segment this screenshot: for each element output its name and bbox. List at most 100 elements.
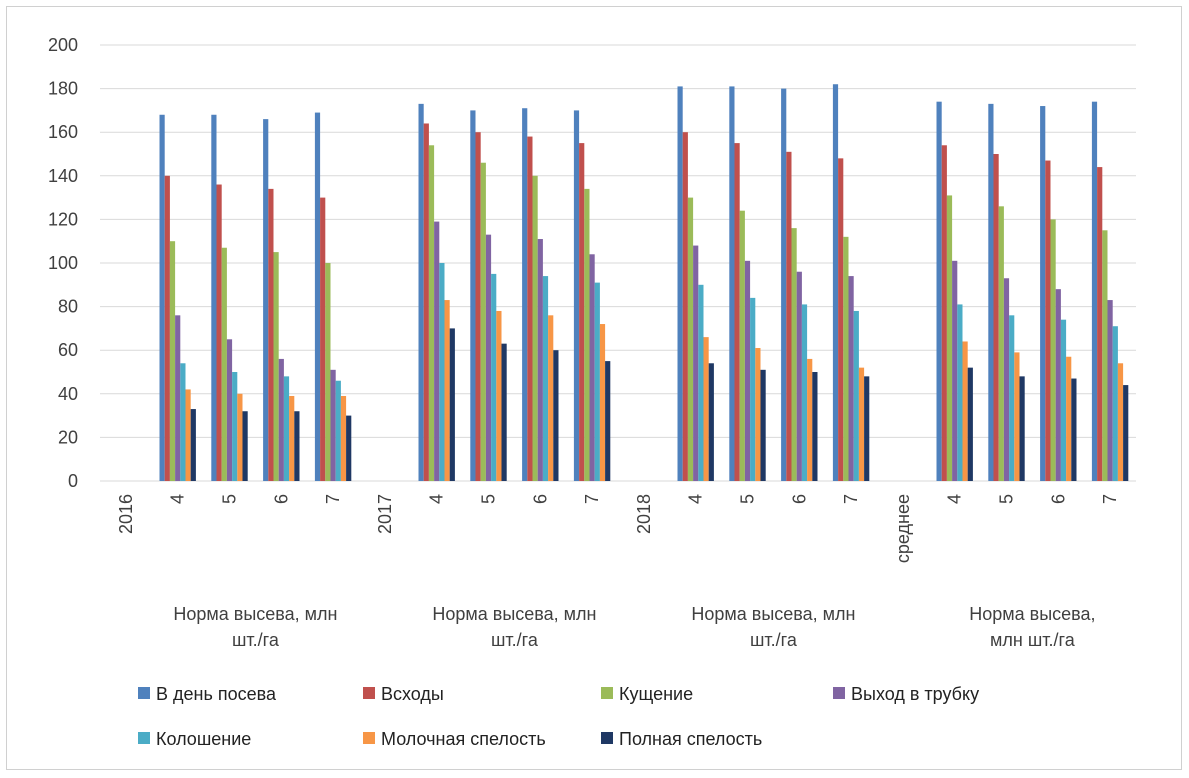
bar <box>677 86 683 482</box>
bar <box>781 88 787 481</box>
x-tick-label: 2018 <box>634 494 654 534</box>
legend-swatch <box>601 687 613 699</box>
bar <box>480 162 486 481</box>
bar <box>584 188 590 481</box>
bar <box>242 411 248 481</box>
bar <box>573 110 580 482</box>
bar <box>268 188 274 481</box>
bar <box>682 132 688 481</box>
bar <box>537 239 543 481</box>
group-label: шт./га <box>750 630 798 650</box>
x-axis: 2016 4 5 6 7 2017 4 5 6 7 2018 4 5 6 7 среднее 4 5 6 7 <box>116 494 1120 563</box>
bar <box>594 282 600 481</box>
bar <box>278 358 284 481</box>
legend-swatch <box>138 687 150 699</box>
bar <box>708 363 714 481</box>
bar <box>346 415 352 481</box>
gridlines <box>100 44 1136 482</box>
group-label: млн шт./га <box>990 630 1076 650</box>
bar <box>1071 378 1077 481</box>
bar <box>729 86 735 482</box>
y-tick-label: 0 <box>68 471 78 491</box>
bar <box>444 300 450 481</box>
bar <box>605 361 611 481</box>
bar <box>1107 300 1113 481</box>
group-label: Норма высева, млн <box>173 604 337 624</box>
bar <box>418 103 424 482</box>
bar <box>335 380 341 481</box>
bar <box>283 376 290 481</box>
bar <box>289 395 295 481</box>
bar <box>807 358 813 481</box>
legend-swatch <box>138 732 150 744</box>
bar <box>553 350 559 481</box>
bar <box>952 260 958 481</box>
bar <box>941 145 947 481</box>
bar <box>801 304 808 481</box>
x-tick-label: 7 <box>582 494 602 504</box>
bar <box>750 297 756 481</box>
legend-swatch <box>363 732 375 744</box>
bar <box>330 369 336 481</box>
x-tick-label: 6 <box>789 494 809 504</box>
x-tick-label: 5 <box>220 494 240 504</box>
bar <box>687 197 694 481</box>
bar <box>475 132 481 481</box>
bar <box>434 221 440 481</box>
bar <box>542 276 549 481</box>
bar <box>812 372 818 481</box>
legend-label: Выход в трубку <box>851 684 979 704</box>
y-tick-label: 40 <box>58 384 78 404</box>
bars <box>159 84 1129 482</box>
bar <box>1055 289 1061 481</box>
x-tick-label: 6 <box>530 494 550 504</box>
legend-item: Молочная спелость <box>363 729 546 749</box>
bar <box>485 234 492 481</box>
legend-label: Полная спелость <box>619 729 762 749</box>
bar <box>744 260 751 481</box>
x-tick-label: 4 <box>168 494 188 504</box>
legend-item: Колошение <box>138 729 251 749</box>
bar <box>988 103 994 482</box>
bar <box>532 175 538 482</box>
bar <box>470 110 476 482</box>
bar <box>843 236 849 481</box>
x-tick-label: 4 <box>945 494 965 504</box>
bar <box>1091 101 1098 482</box>
legend-label: Всходы <box>381 684 444 704</box>
y-tick-label: 180 <box>48 79 78 99</box>
bar <box>221 247 227 481</box>
bar <box>957 304 963 481</box>
x-tick-label: среднее <box>893 494 913 563</box>
bar <box>548 315 554 481</box>
x-tick-label: 4 <box>427 494 447 504</box>
bar <box>1019 376 1025 481</box>
bar <box>796 271 802 481</box>
bar <box>786 151 792 481</box>
bar <box>864 376 870 481</box>
bar <box>237 393 243 481</box>
bar <box>1097 167 1103 481</box>
bar <box>848 276 854 481</box>
bar <box>216 184 222 481</box>
bar <box>946 195 953 482</box>
legend-swatch <box>601 732 613 744</box>
x-tick-label: 5 <box>738 494 758 504</box>
bar <box>739 210 745 481</box>
bar <box>703 337 709 481</box>
bar <box>998 206 1004 481</box>
group-label: шт./га <box>232 630 280 650</box>
bar <box>314 112 321 481</box>
group-label: Норма высева, млн <box>432 604 596 624</box>
bar <box>527 136 533 481</box>
bar <box>936 101 942 482</box>
legend-item: Всходы <box>363 684 444 704</box>
bar <box>423 123 429 481</box>
y-axis: 0 20 40 60 80 100 120 140 160 180 200 <box>48 35 78 491</box>
y-tick-label: 120 <box>48 209 78 229</box>
legend-swatch <box>363 687 375 699</box>
bar <box>232 372 238 481</box>
bar <box>325 263 331 481</box>
bar <box>1040 106 1046 481</box>
